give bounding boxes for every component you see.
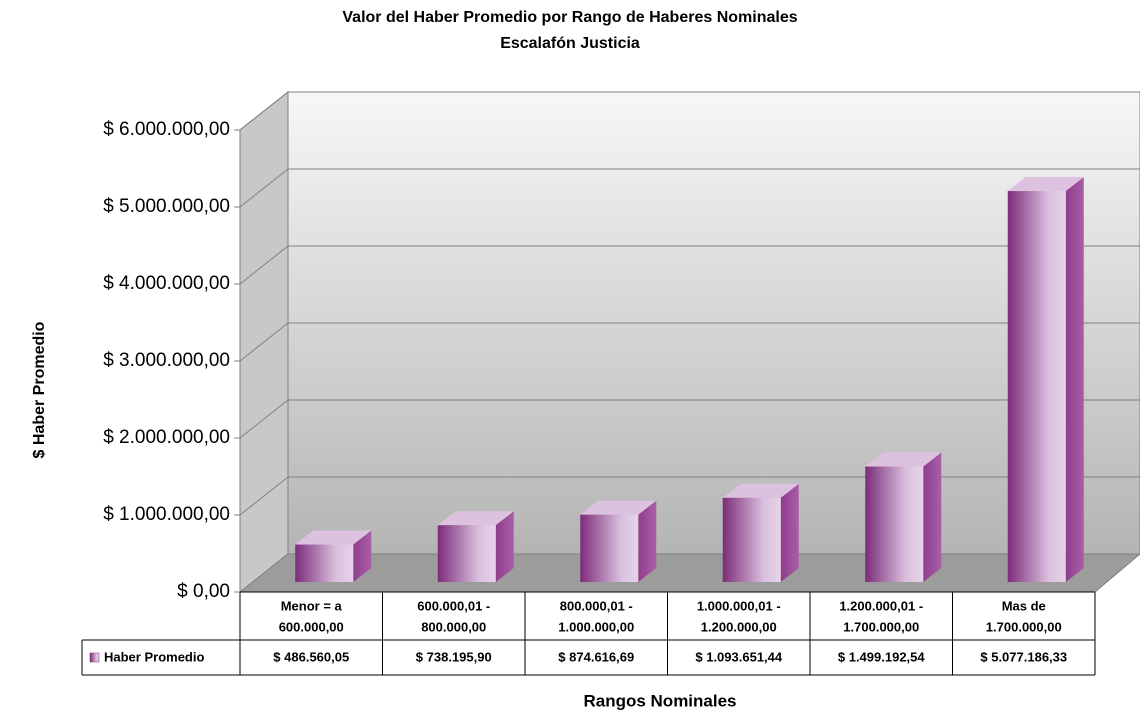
bar-side: [1065, 177, 1084, 583]
y-tick-label: $ 0,00: [177, 581, 230, 602]
x-tick-label: 1.700.000,00: [843, 619, 919, 634]
floor: [238, 553, 1140, 593]
grid-line: [239, 245, 289, 285]
x-tick-label: 1.200.000,00: [701, 619, 777, 634]
bar-top: [580, 500, 657, 515]
y-tick-label: $ 3.000.000,00: [103, 350, 230, 371]
value-label: $ 1.093.651,44: [695, 649, 783, 664]
bar-side: [780, 483, 799, 582]
x-axis-title: Rangos Nominales: [583, 691, 736, 710]
x-tick-label: 1.000.000,00: [558, 619, 634, 634]
legend-swatch: [89, 652, 100, 663]
value-label: $ 486.560,05: [273, 649, 349, 664]
y-tick-label: $ 1.000.000,00: [103, 504, 230, 525]
x-tick-label: 1.700.000,00: [986, 619, 1062, 634]
grid-line: [239, 168, 289, 208]
grid-line: [239, 399, 289, 439]
grid-line: [239, 476, 289, 516]
bar-side: [353, 530, 372, 582]
bar: [295, 544, 354, 582]
bar-side: [638, 500, 657, 582]
x-tick-label: 1.200.000,01 -: [839, 598, 923, 613]
grid-line: [239, 91, 289, 131]
bar-top: [437, 511, 514, 526]
bar-top: [1007, 177, 1084, 192]
x-tick-label: 600.000,01 -: [417, 598, 490, 613]
bar: [722, 497, 781, 582]
value-label: $ 738.195,90: [416, 649, 492, 664]
y-axis-title: $ Haber Promedio: [31, 321, 48, 458]
y-tick-label: $ 4.000.000,00: [103, 273, 230, 294]
value-label: $ 874.616,69: [558, 649, 634, 664]
bar-top: [722, 483, 799, 498]
bar-top: [295, 530, 372, 545]
y-tick-label: $ 5.000.000,00: [103, 196, 230, 217]
y-tick-label: $ 6.000.000,00: [103, 119, 230, 140]
x-tick-label: 600.000,00: [279, 619, 344, 634]
bar: [580, 514, 639, 582]
x-tick-label: 800.000,00: [421, 619, 486, 634]
x-tick-label: Mas de: [1002, 598, 1046, 613]
value-label: $ 1.499.192,54: [838, 649, 926, 664]
y-tick-label: $ 2.000.000,00: [103, 427, 230, 448]
bar-side: [923, 452, 942, 582]
value-label: $ 5.077.186,33: [980, 649, 1067, 664]
bar-top: [865, 452, 942, 467]
chart-title: Valor del Haber Promedio por Rango de Ha…: [342, 9, 797, 26]
bar: [437, 525, 496, 582]
x-tick-label: 1.000.000,01 -: [697, 598, 781, 613]
bar: [1007, 191, 1066, 583]
x-tick-label: 800.000,01 -: [560, 598, 633, 613]
bar-side: [495, 511, 514, 582]
legend-label: Haber Promedio: [104, 649, 204, 664]
bar: [865, 466, 924, 582]
chart-subtitle: Escalafón Justicia: [500, 35, 640, 52]
x-tick-label: Menor = a: [281, 598, 343, 613]
grid-line: [239, 322, 289, 362]
